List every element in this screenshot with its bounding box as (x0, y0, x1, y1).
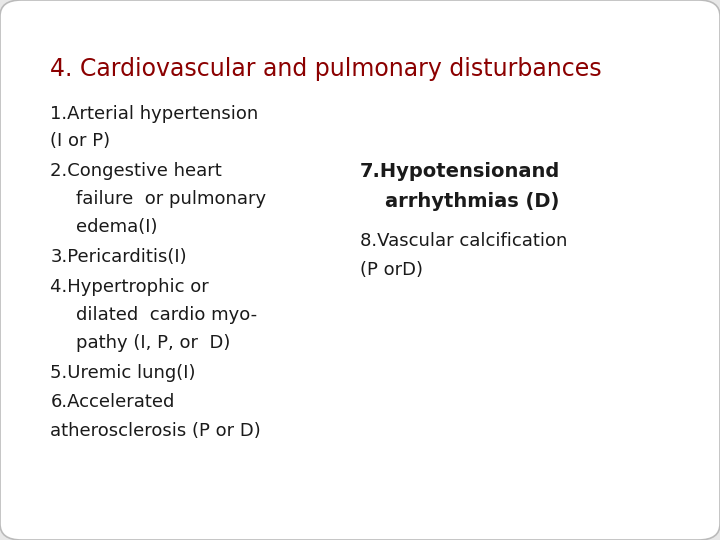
Text: (P orD): (P orD) (360, 261, 423, 279)
Text: edema(I): edema(I) (76, 218, 157, 236)
Text: 3.Pericarditis(I): 3.Pericarditis(I) (50, 248, 187, 266)
Text: atherosclerosis (P or D): atherosclerosis (P or D) (50, 422, 261, 440)
Text: 1.Arterial hypertension: 1.Arterial hypertension (50, 105, 258, 123)
Text: 4. Cardiovascular and pulmonary disturbances: 4. Cardiovascular and pulmonary disturba… (50, 57, 602, 80)
Text: dilated  cardio myo-: dilated cardio myo- (76, 306, 257, 323)
Text: 2.Congestive heart: 2.Congestive heart (50, 162, 222, 180)
Text: pathy (I, P, or  D): pathy (I, P, or D) (76, 334, 230, 352)
Text: 4.Hypertrophic or: 4.Hypertrophic or (50, 278, 209, 295)
Text: 6.Accelerated: 6.Accelerated (50, 393, 175, 411)
Text: 5.Uremic lung(I): 5.Uremic lung(I) (50, 364, 196, 382)
Text: 7.Hypotensionand: 7.Hypotensionand (360, 162, 560, 181)
Text: (I or P): (I or P) (50, 132, 111, 150)
Text: arrhythmias (D): arrhythmias (D) (385, 192, 559, 211)
Text: 8.Vascular calcification: 8.Vascular calcification (360, 232, 567, 250)
Text: failure  or pulmonary: failure or pulmonary (76, 190, 266, 208)
